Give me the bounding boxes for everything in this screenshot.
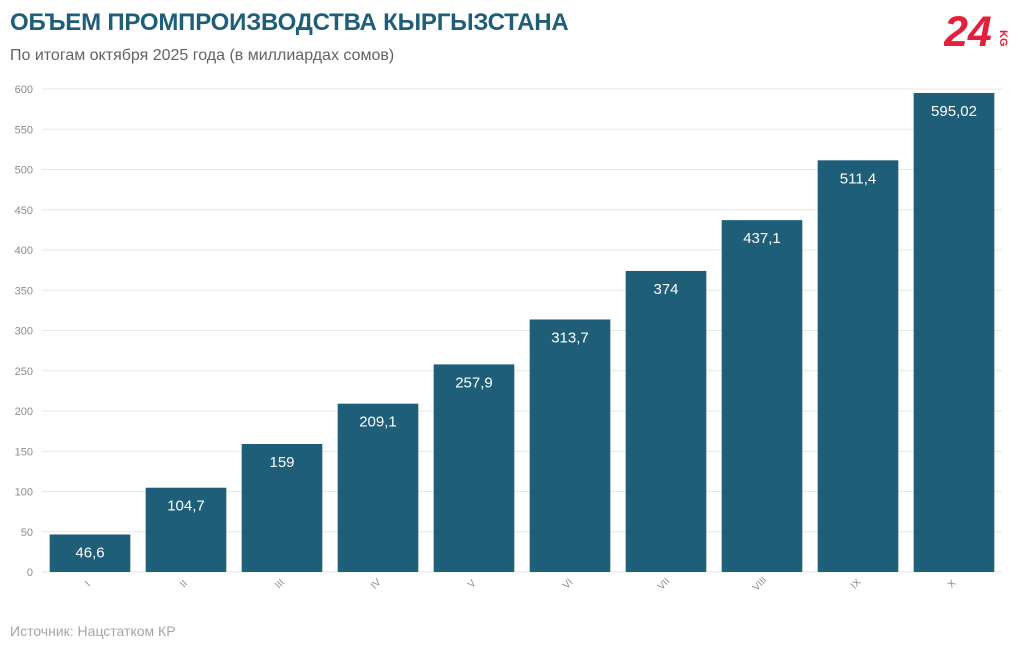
- data-label: 313,7: [551, 329, 589, 346]
- x-tick-label: V: [466, 578, 479, 591]
- bar: [241, 444, 323, 572]
- y-tick-label: 150: [15, 446, 33, 458]
- data-label: 209,1: [359, 414, 397, 431]
- data-label: 257,9: [455, 374, 493, 391]
- bar: [433, 364, 515, 572]
- y-tick-label: 350: [15, 285, 33, 297]
- x-tick-label: II: [178, 578, 190, 590]
- x-tick-label: VI: [561, 577, 575, 591]
- brand-logo-suffix: KG: [997, 30, 1009, 47]
- brand-logo-number: 24: [944, 8, 992, 52]
- page-title: ОБЪЕМ ПРОМПРОИЗВОДСТВА КЫРГЫЗСТАНА: [10, 9, 569, 36]
- bar: [145, 487, 227, 572]
- x-tick-label: I: [83, 579, 93, 589]
- data-label: 374: [653, 281, 678, 298]
- x-tick-label: IV: [369, 577, 384, 592]
- y-tick-label: 100: [15, 487, 33, 499]
- bar: [721, 220, 803, 572]
- y-tick-label: 300: [15, 326, 33, 338]
- y-tick-label: 600: [15, 84, 33, 96]
- y-tick-label: 550: [15, 124, 33, 136]
- y-tick-label: 50: [21, 527, 33, 539]
- brand-logo: 24 KG: [944, 8, 1009, 52]
- data-label: 46,6: [75, 544, 104, 561]
- data-label: 104,7: [167, 498, 205, 515]
- x-tick-label: IX: [849, 577, 864, 592]
- data-label: 595,02: [931, 103, 977, 120]
- y-tick-label: 200: [15, 406, 33, 418]
- bar: [49, 534, 131, 572]
- y-tick-label: 250: [15, 366, 33, 378]
- x-tick-label: VII: [656, 576, 672, 592]
- bar: [913, 93, 995, 572]
- y-tick-label: 0: [27, 567, 33, 579]
- x-tick-label: III: [273, 577, 287, 591]
- bar: [529, 319, 611, 572]
- y-tick-label: 400: [15, 245, 33, 257]
- bar: [817, 160, 899, 572]
- data-label: 437,1: [743, 230, 781, 247]
- page-subtitle: По итогам октября 2025 года (в миллиарда…: [10, 47, 395, 64]
- y-tick-label: 500: [15, 165, 33, 177]
- data-label: 159: [269, 454, 294, 471]
- y-tick-label: 450: [15, 205, 33, 217]
- bar: [337, 403, 419, 572]
- data-label: 511,4: [840, 170, 876, 187]
- source-note: Источник: Нацстатком КР: [10, 623, 176, 639]
- bar: [625, 270, 707, 572]
- x-tick-label: X: [946, 578, 959, 591]
- x-tick-label: VIII: [751, 575, 769, 593]
